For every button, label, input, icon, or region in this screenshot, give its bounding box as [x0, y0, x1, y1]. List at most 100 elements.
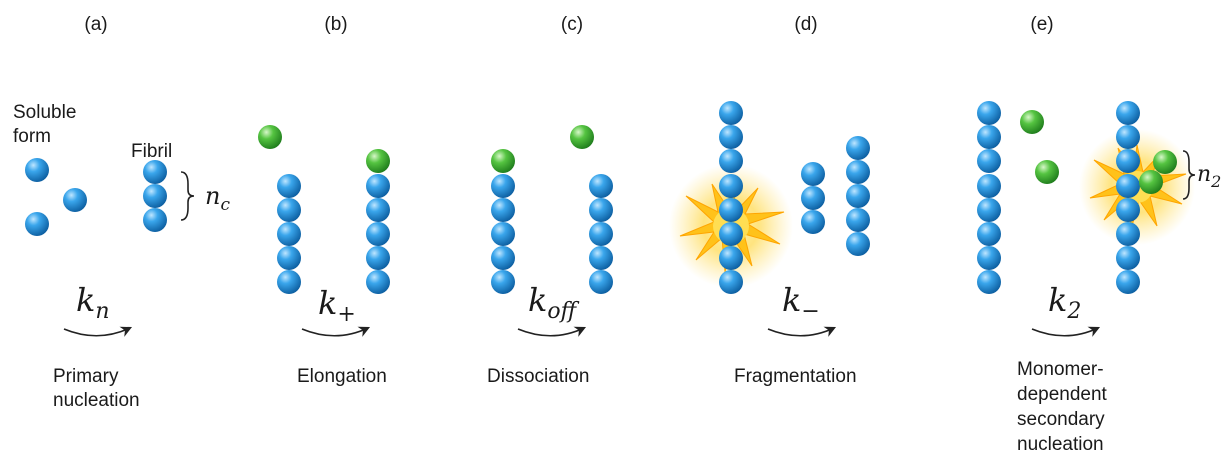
monomer — [719, 246, 743, 270]
caption-c: Dissociation — [487, 366, 589, 387]
curved-arrow-a — [63, 326, 133, 337]
monomer — [277, 198, 301, 222]
monomer — [1116, 125, 1140, 149]
n2-base: n — [1197, 162, 1211, 187]
fibril-b-after — [366, 149, 390, 294]
rate-constant-e: k2 — [1048, 281, 1081, 324]
monomer — [143, 160, 167, 184]
fibril-label: Fibril — [131, 141, 172, 162]
monomer — [719, 222, 743, 246]
monomer — [1116, 198, 1140, 222]
curved-arrow-d — [767, 326, 837, 337]
panel-e: (e) — [977, 14, 1221, 455]
panel-b: (b) k+ Elongation — [258, 14, 390, 387]
fibril-c-after — [589, 174, 613, 294]
free-monomer — [1035, 160, 1059, 184]
monomer — [977, 174, 1001, 198]
curved-arrow-b — [301, 326, 371, 337]
monomer — [589, 270, 613, 294]
monomer — [1116, 246, 1140, 270]
panel-c: (c) koff Dissociation — [487, 14, 613, 387]
monomer — [846, 136, 870, 160]
monomer — [143, 208, 167, 232]
caption-e: Monomer- dependent secondary nucleation — [1017, 359, 1112, 455]
caption-a-line-1: Primary — [53, 366, 119, 387]
monomer — [25, 158, 49, 182]
caption-e-line-1: Monomer- — [1017, 359, 1104, 380]
monomer — [366, 174, 390, 198]
monomer — [1116, 270, 1140, 294]
monomer — [846, 232, 870, 256]
caption-a-line-2: nucleation — [53, 390, 140, 411]
monomer — [719, 125, 743, 149]
rate-constant-c: koff — [528, 281, 580, 324]
monomer — [491, 270, 515, 294]
nc-brace — [180, 171, 195, 221]
nucleating-monomer — [1139, 170, 1163, 194]
monomer — [977, 101, 1001, 125]
fibril-e-left — [977, 101, 1001, 294]
monomer — [1116, 149, 1140, 173]
monomer — [1116, 174, 1140, 198]
monomer — [366, 198, 390, 222]
soluble-form-label: Soluble form — [13, 102, 82, 147]
monomer — [977, 125, 1001, 149]
monomer — [846, 208, 870, 232]
rate-sub-b: + — [337, 302, 355, 327]
caption-a: Primary nucleation — [53, 366, 140, 411]
free-monomer — [258, 125, 282, 149]
nucleating-monomer — [1153, 150, 1177, 174]
monomer — [589, 222, 613, 246]
nucleus-fibril-a — [143, 160, 167, 232]
panel-letter-b: (b) — [324, 14, 347, 35]
monomer — [801, 210, 825, 234]
monomer — [1116, 222, 1140, 246]
monomer — [719, 149, 743, 173]
fibril-c-before — [491, 149, 515, 294]
panel-a: (a) Soluble form Fibril nc kn Primary nu… — [13, 14, 230, 411]
monomer — [977, 270, 1001, 294]
monomer — [977, 198, 1001, 222]
monomer — [846, 160, 870, 184]
monomer — [143, 184, 167, 208]
monomer — [719, 270, 743, 294]
monomer — [977, 222, 1001, 246]
soluble-line-2: form — [13, 126, 51, 147]
panel-letter-a: (a) — [84, 14, 107, 35]
monomer — [366, 246, 390, 270]
monomer — [277, 174, 301, 198]
monomer — [589, 198, 613, 222]
monomer — [277, 270, 301, 294]
panel-d: (d) k− — [669, 14, 870, 387]
free-monomer — [1020, 110, 1044, 134]
monomer — [491, 198, 515, 222]
monomers-a — [25, 158, 87, 236]
monomer — [277, 246, 301, 270]
monomer — [801, 162, 825, 186]
monomer — [589, 174, 613, 198]
rate-constant-a: kn — [76, 281, 110, 324]
rate-sub-d: − — [801, 299, 819, 324]
monomer — [366, 222, 390, 246]
monomer — [589, 246, 613, 270]
released-monomer — [570, 125, 594, 149]
n2-sub: 2 — [1210, 172, 1221, 191]
monomer — [25, 212, 49, 236]
monomer — [491, 246, 515, 270]
monomer — [63, 188, 87, 212]
rate-base-d: k — [782, 281, 801, 319]
soluble-line-1: Soluble — [13, 102, 76, 123]
nc-base: n — [205, 182, 220, 210]
nc-sub: c — [220, 195, 230, 215]
fibril-d-before — [719, 101, 743, 294]
monomer — [977, 149, 1001, 173]
caption-e-line-3: secondary — [1017, 409, 1105, 430]
fibril-e-right — [1116, 101, 1140, 294]
rate-constant-b: k+ — [318, 284, 356, 327]
caption-e-line-2: dependent — [1017, 384, 1108, 405]
fragment-long — [846, 136, 870, 256]
panel-letter-e: (e) — [1030, 14, 1053, 35]
added-monomer — [366, 149, 390, 173]
rate-constant-d: k− — [782, 281, 820, 324]
